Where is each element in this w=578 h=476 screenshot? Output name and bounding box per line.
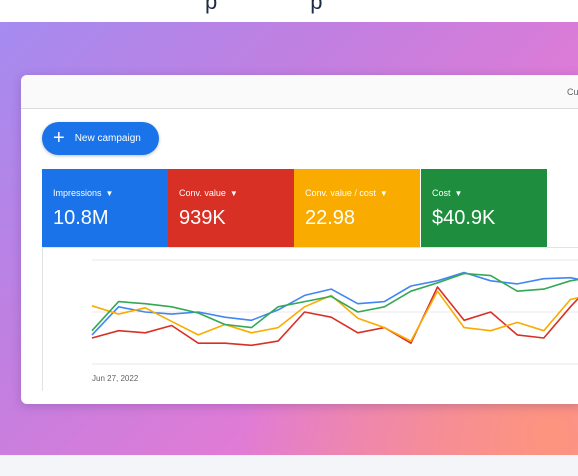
metric-selector[interactable]: Conv. value / cost ▼ bbox=[305, 188, 420, 198]
series-line-1 bbox=[91, 286, 578, 347]
metric-card-cost[interactable]: Cost ▼ $40.9K bbox=[421, 169, 547, 247]
metric-value: $40.9K bbox=[432, 207, 496, 229]
dashboard-card: Cu + New campaign Impressions ▼ 10.8M Co… bbox=[21, 75, 578, 404]
metric-value: 10.8M bbox=[53, 207, 109, 229]
series-line-3 bbox=[91, 272, 578, 332]
chart-canvas bbox=[91, 259, 578, 365]
metric-label: Conv. value bbox=[179, 188, 226, 198]
dropdown-caret-icon: ▼ bbox=[229, 188, 238, 198]
metric-label: Cost bbox=[432, 188, 451, 198]
plus-icon: + bbox=[53, 126, 65, 149]
dropdown-caret-icon: ▼ bbox=[454, 188, 463, 198]
new-campaign-label: New campaign bbox=[74, 133, 141, 144]
x-axis-start-label: Jun 27, 2022 bbox=[92, 374, 139, 383]
top-strip: p p bbox=[0, 0, 578, 22]
metric-card-conv-value[interactable]: Conv. value ▼ 939K bbox=[168, 169, 294, 247]
dropdown-caret-icon: ▼ bbox=[105, 188, 114, 198]
new-campaign-button[interactable]: + New campaign bbox=[42, 122, 159, 155]
bottom-strip bbox=[0, 455, 578, 476]
metric-value: 939K bbox=[179, 207, 226, 229]
series-line-2 bbox=[91, 290, 578, 342]
metric-value: 22.98 bbox=[305, 207, 356, 229]
metric-card-impressions[interactable]: Impressions ▼ 10.8M bbox=[42, 169, 168, 247]
series-line-0 bbox=[91, 271, 578, 336]
metric-label: Conv. value / cost bbox=[305, 188, 376, 198]
metric-card-conv-value-per-cost[interactable]: Conv. value / cost ▼ 22.98 bbox=[294, 169, 420, 247]
performance-chart: Jun 27, 2022 bbox=[42, 247, 578, 391]
cropped-heading-fragments: p p bbox=[205, 0, 324, 14]
header-right-label[interactable]: Cu bbox=[567, 87, 578, 97]
metric-selector[interactable]: Conv. value ▼ bbox=[179, 188, 294, 198]
metric-label: Impressions bbox=[53, 188, 102, 198]
metric-selector[interactable]: Impressions ▼ bbox=[53, 188, 168, 198]
metric-selector[interactable]: Cost ▼ bbox=[432, 188, 547, 198]
card-header: Cu bbox=[21, 75, 578, 109]
dropdown-caret-icon: ▼ bbox=[379, 188, 388, 198]
